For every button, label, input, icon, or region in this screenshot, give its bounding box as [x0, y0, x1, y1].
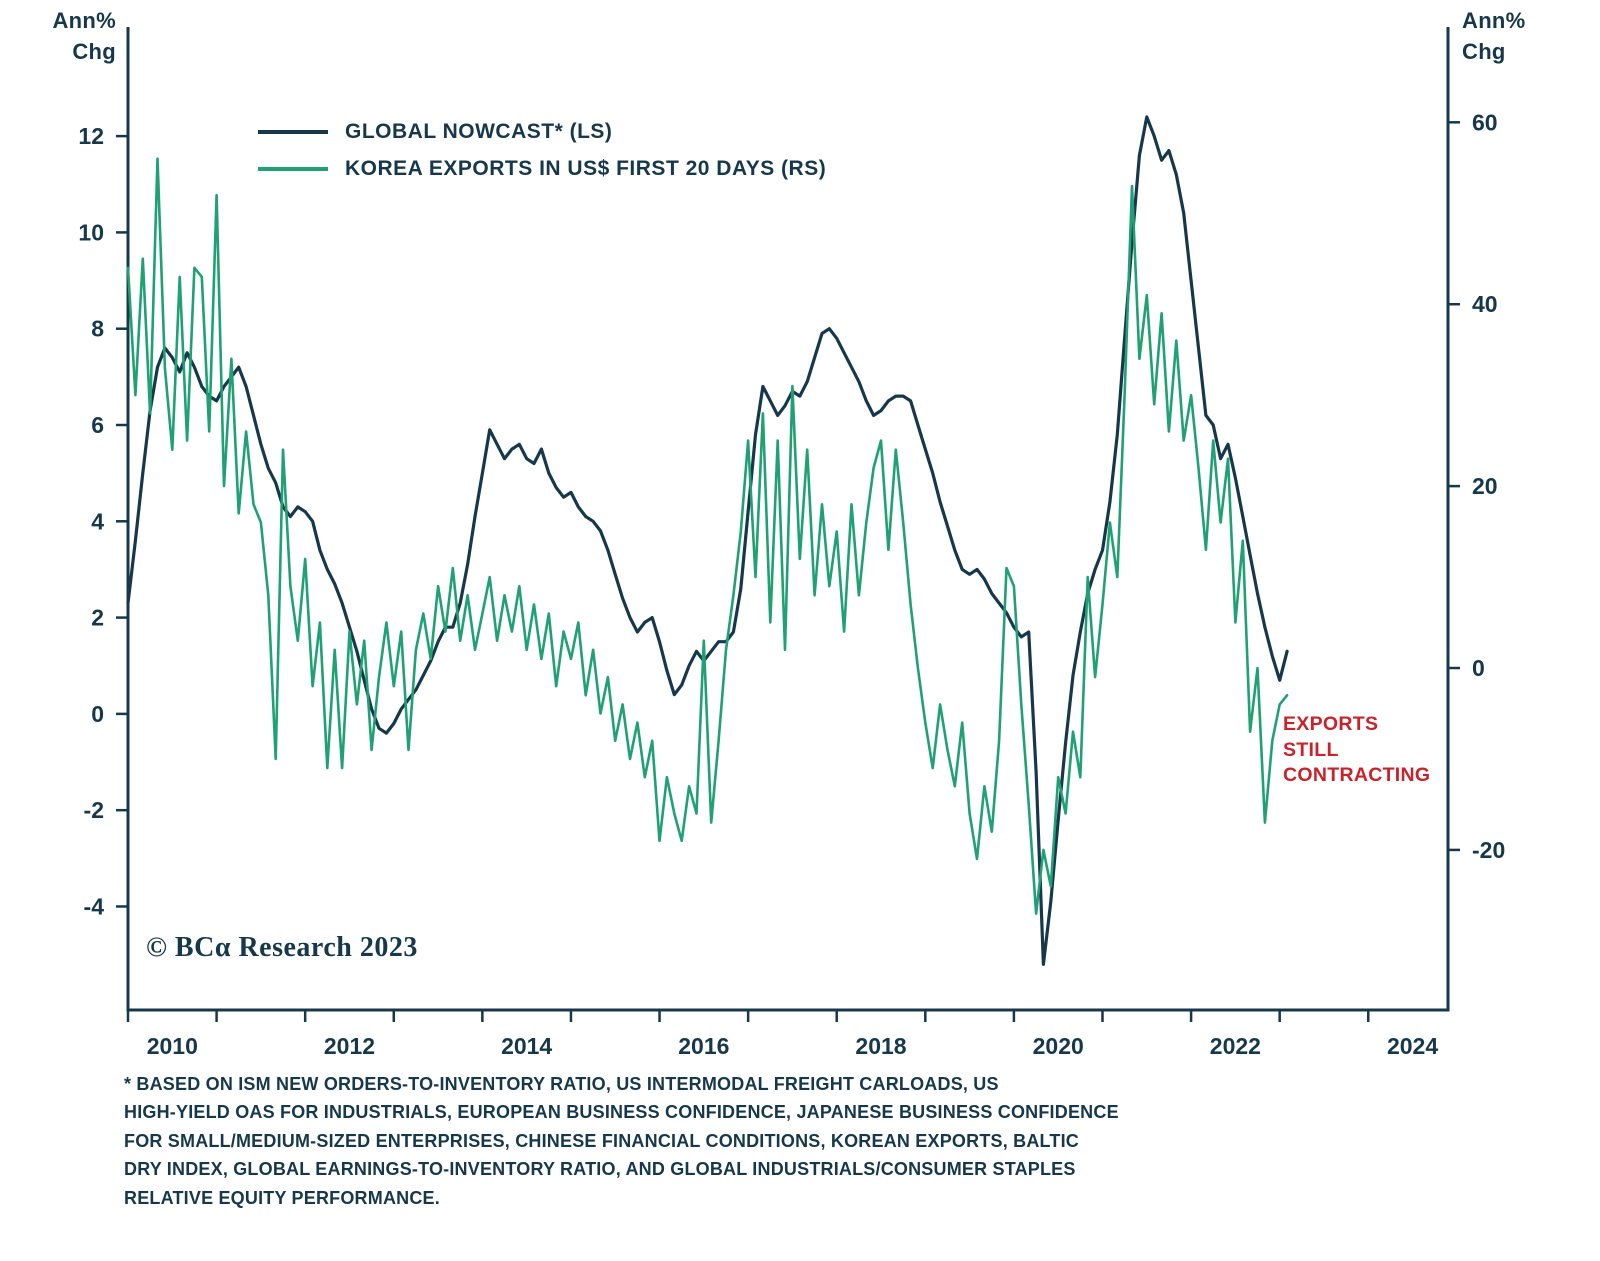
footnote: * BASED ON ISM NEW ORDERS-TO-INVENTORY R…: [124, 1074, 1119, 1208]
x-axis-year-label: 2020: [1033, 1033, 1084, 1059]
annotation-exports-still-contracting: EXPORTS STILL CONTRACTING: [1283, 713, 1431, 787]
right-axis-tick-label: -20: [1472, 837, 1505, 863]
right-axis-tick-label: 20: [1472, 473, 1498, 499]
global-nowcast-label: GLOBAL NOWCAST* (LS): [345, 120, 613, 143]
right-axis-tick-label: 0: [1472, 655, 1485, 681]
korea-exports-line: [126, 157, 1289, 915]
left-axis-title: Ann% Chg: [52, 8, 116, 64]
x-axis-year-label: 2010: [147, 1033, 198, 1059]
left-axis-tick-label: 8: [91, 316, 104, 342]
right-axis-tick-label: 60: [1472, 109, 1498, 135]
global-nowcast-line: [126, 115, 1289, 966]
right-axis-title: Ann% Chg: [1462, 8, 1526, 64]
korea-exports-swatch: [258, 167, 328, 171]
left-axis-tick-label: -4: [84, 893, 105, 919]
left-axis-tick-label: 12: [78, 123, 104, 149]
left-axis-tick-label: 2: [91, 605, 104, 631]
left-axis-tick-label: 6: [91, 412, 104, 438]
left-axis-tick-label: -2: [84, 797, 104, 823]
legend: GLOBAL NOWCAST* (LS) KOREA EXPORTS IN US…: [258, 120, 826, 181]
left-axis-tick-label: 0: [91, 701, 104, 727]
right-axis-tick-label: 40: [1472, 291, 1498, 317]
korea-exports-label: KOREA EXPORTS IN US$ FIRST 20 DAYS (RS): [345, 157, 827, 180]
x-axis-year-label: 2014: [501, 1033, 552, 1059]
x-axis-year-label: 2016: [678, 1033, 729, 1059]
x-axis-year-label: 2022: [1210, 1033, 1261, 1059]
global-nowcast-swatch: [258, 130, 328, 134]
x-axis-year-label: 2018: [855, 1033, 906, 1059]
x-axis-year-label: 2012: [324, 1033, 375, 1059]
left-axis-tick-label: 4: [91, 508, 104, 534]
legend-item-global-nowcast: GLOBAL NOWCAST* (LS): [258, 120, 826, 144]
x-axis-year-label: 2024: [1387, 1033, 1438, 1059]
left-axis-tick-label: 10: [78, 219, 104, 245]
legend-item-korea-exports: KOREA EXPORTS IN US$ FIRST 20 DAYS (RS): [258, 157, 826, 181]
copyright: © BCα Research 2023: [146, 932, 418, 963]
